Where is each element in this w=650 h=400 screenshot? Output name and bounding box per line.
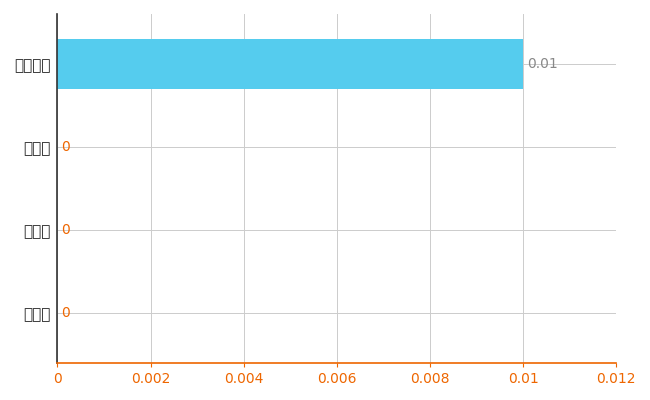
Text: 0.01: 0.01 [527, 57, 558, 71]
Text: 0: 0 [61, 223, 70, 237]
Bar [57, 39, 523, 89]
Text: 0: 0 [61, 306, 70, 320]
Text: 0: 0 [61, 140, 70, 154]
